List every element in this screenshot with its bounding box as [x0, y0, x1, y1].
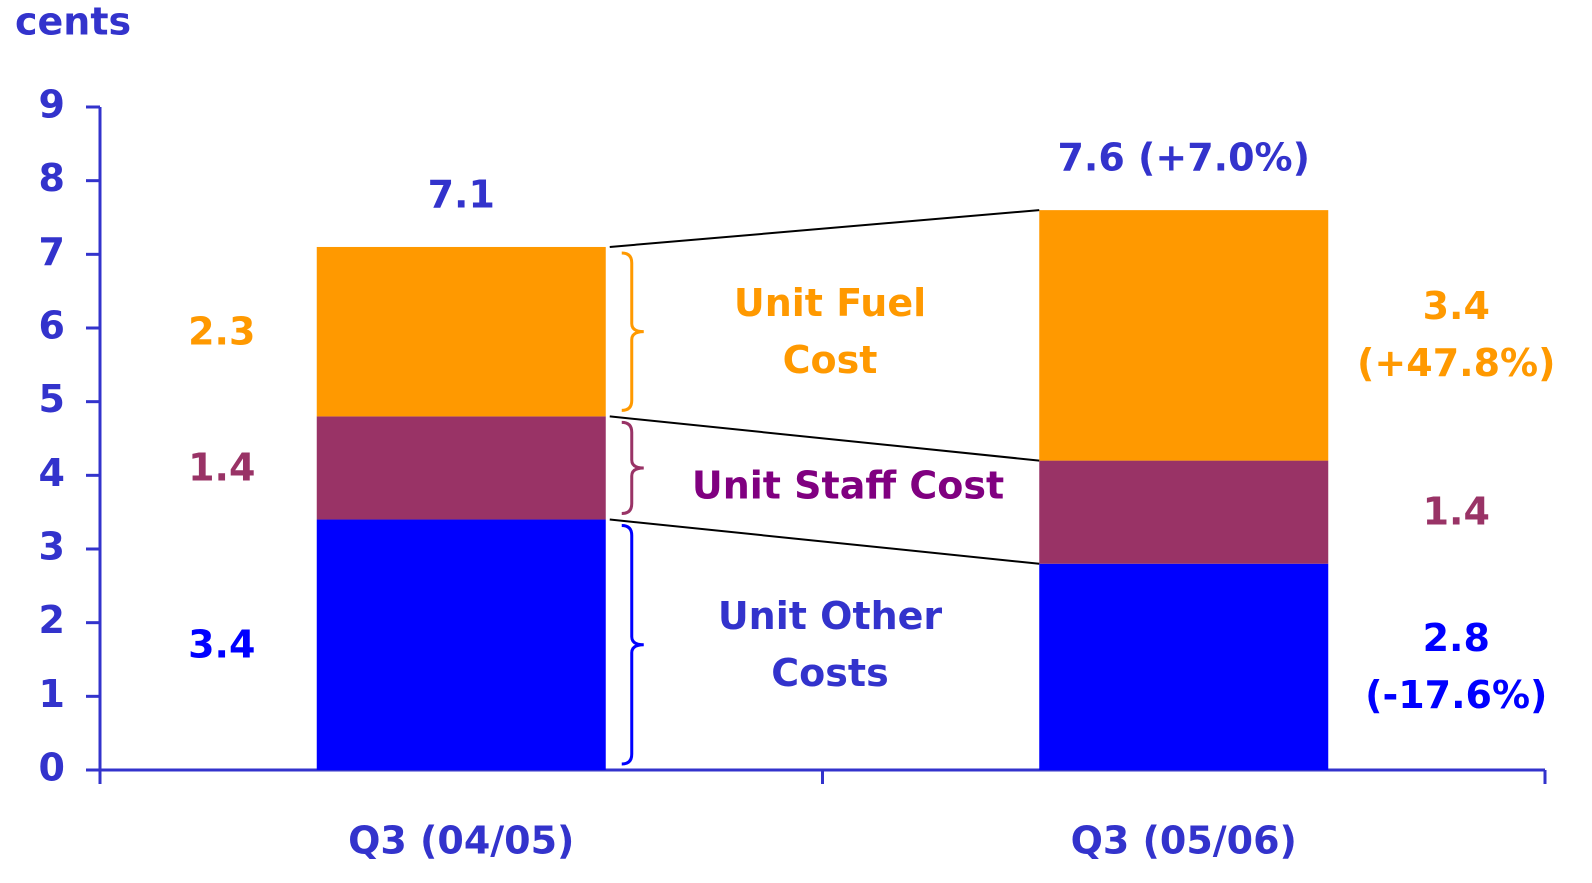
brace — [621, 420, 644, 516]
connector-line — [609, 209, 1040, 248]
y-tick-label: 6 — [39, 304, 65, 348]
total-label: 7.6 (+7.0%) — [1057, 135, 1310, 180]
series-label: Unit Fuel Cost — [733, 280, 927, 382]
y-axis-label: cents — [15, 0, 131, 44]
value-label: 3.4 — [188, 622, 256, 667]
bar-segment — [1039, 210, 1329, 461]
value-label: 2.8 (-17.6%) — [1365, 615, 1548, 717]
y-tick-label: 7 — [39, 230, 65, 274]
y-tick-label: 1 — [39, 672, 65, 716]
total-label: 7.1 — [427, 172, 495, 217]
value-label: 1.4 — [1422, 489, 1490, 534]
y-tick-label: 3 — [39, 525, 65, 569]
y-tick-label: 5 — [39, 377, 65, 421]
y-tick-label: 0 — [39, 746, 65, 790]
bar-segment — [1039, 460, 1329, 564]
brace — [621, 524, 644, 766]
bar-segment — [316, 246, 606, 417]
series-label: Unit Other Costs — [717, 593, 943, 695]
y-tick-label: 9 — [39, 83, 65, 127]
brace — [621, 251, 644, 412]
connector-line — [609, 415, 1040, 462]
bar-segment — [316, 519, 606, 770]
bar-segment — [316, 416, 606, 520]
x-tick-label: Q3 (05/06) — [1071, 819, 1297, 863]
y-tick-label: 8 — [39, 156, 65, 200]
value-label: 2.3 — [188, 309, 256, 354]
x-tick-label: Q3 (04/05) — [348, 819, 574, 863]
y-tick-label: 4 — [39, 451, 65, 495]
series-label: Unit Staff Cost — [691, 463, 1005, 508]
y-tick-label: 2 — [39, 598, 65, 642]
value-label: 1.4 — [188, 445, 256, 490]
value-label: 3.4 (+47.8%) — [1357, 284, 1556, 386]
bar-segment — [1039, 563, 1329, 770]
connector-line — [609, 518, 1040, 565]
